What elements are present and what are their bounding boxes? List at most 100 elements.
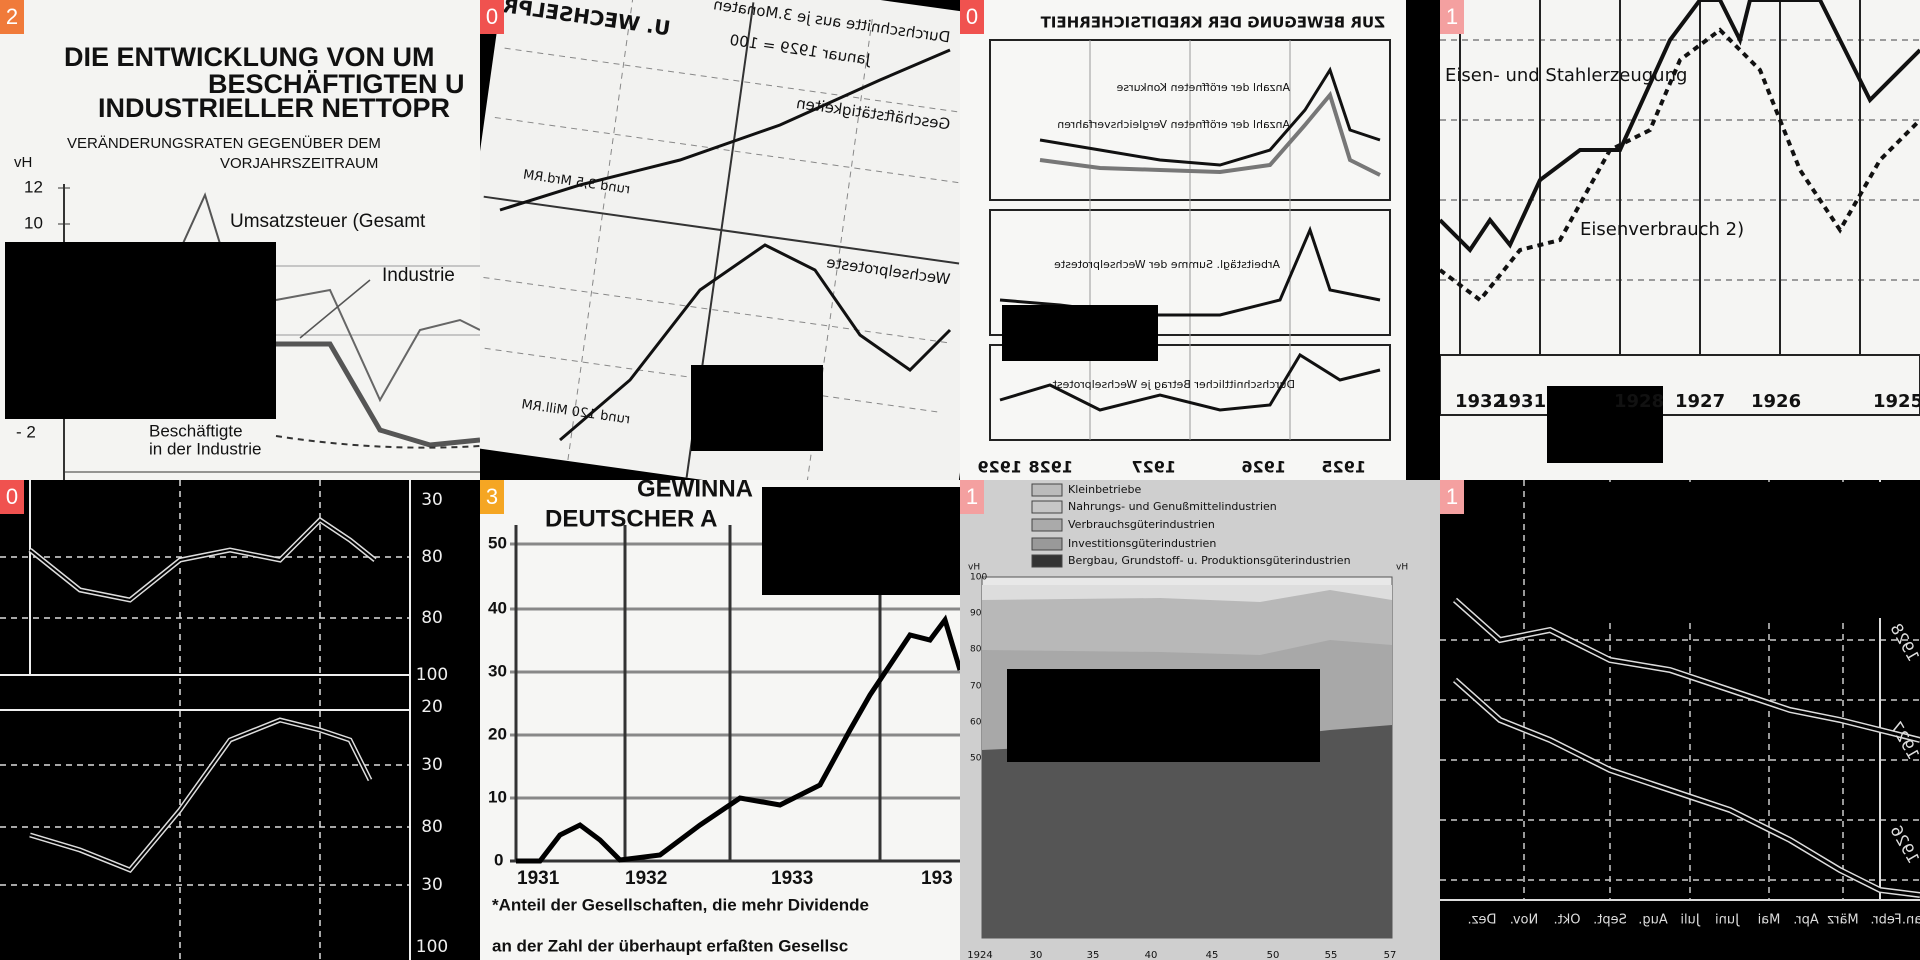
scan-text: 80 <box>421 817 443 837</box>
scan-text: März <box>1827 913 1859 928</box>
scan-text: 20 <box>421 697 443 717</box>
scan-text: Kleinbetriebe <box>1068 483 1141 496</box>
scan-text: VERÄNDERUNGSRATEN GEGENÜBER DEM <box>67 134 381 152</box>
scan-text: 1931 <box>1496 391 1546 412</box>
scan-text: 50 <box>970 754 982 764</box>
scan-text: Nahrungs- und Genußmittelindustrien <box>1068 500 1277 513</box>
scan-text: Apr. <box>1793 913 1818 928</box>
scan-text: 80 <box>970 645 982 655</box>
scan-text: an der Zahl der überhaupt erfaßten Gesel… <box>492 936 848 955</box>
scan-text: Jan. <box>1902 913 1920 928</box>
scan-text: 30 <box>421 875 443 895</box>
tile[interactable]: Eisen- und Stahlerzeugung Eisenverbrauch … <box>1440 0 1920 480</box>
badge <box>0 480 24 514</box>
scan-text: Verbrauchsgüterindustrien <box>1068 518 1215 531</box>
badge <box>960 0 984 34</box>
scan-text: 40 <box>488 598 507 617</box>
scan-text: 0 <box>494 850 503 869</box>
scan-text: 1928 <box>1614 391 1664 412</box>
scan-text: 30 <box>421 755 443 775</box>
scan-text: Beschäftigte <box>149 421 243 440</box>
scan-text: Anzahl der eröffneten Vergleichsverfahre… <box>1057 118 1290 131</box>
scan-text: 12 <box>24 177 43 196</box>
scan-text: Febr. <box>1870 913 1901 928</box>
scan-text: 1931 <box>517 868 560 889</box>
scan-text: 100 <box>416 937 448 957</box>
scan-text: 10 <box>24 213 43 232</box>
badge <box>480 0 504 34</box>
scan-text: 1932 <box>625 868 667 889</box>
badge-label: 2 <box>6 4 18 29</box>
tile[interactable]: 30 80 80 100 20 30 80 30 100 0 <box>0 480 480 960</box>
scan-text: Juni <box>1715 913 1740 928</box>
scan-text: 193 <box>921 868 953 889</box>
scan-text: vH <box>14 154 32 171</box>
scan-text: Industrie <box>382 265 455 286</box>
badge <box>480 480 504 514</box>
scan-text: Mai <box>1758 913 1781 928</box>
scan-text: 10 <box>488 787 507 806</box>
scan-text: *Anteil der Gesellschaften, die mehr Div… <box>492 895 869 914</box>
badge <box>0 0 24 34</box>
scan-text: 100 <box>970 573 987 583</box>
scan-text: Eisen- und Stahlerzeugung <box>1445 65 1687 86</box>
badge <box>1440 0 1464 34</box>
scan-text: INDUSTRIELLER NETTOPR <box>98 93 450 123</box>
scan-text: Dez. <box>1468 913 1497 928</box>
scan-text: 60 <box>970 718 982 728</box>
scan-text: 1924 <box>967 950 992 960</box>
badge-label: 0 <box>966 4 978 29</box>
badge <box>960 480 984 514</box>
scan-text: Sept. <box>1593 913 1627 928</box>
badge-label: 3 <box>486 484 498 509</box>
scan-text: 1927 <box>1675 391 1725 412</box>
scan-text: vH <box>968 563 980 573</box>
scan-text: - 2 <box>16 422 36 441</box>
scan-text: Arbeitstägl. Summe der Wechselproteste <box>1054 258 1280 271</box>
scan-text: 1933 <box>771 868 813 889</box>
tile[interactable]: GEWINNA DEUTSCHER A 50 40 30 20 10 0 1931 1932 193… <box>480 480 960 960</box>
badge-label: 0 <box>6 484 18 509</box>
scan-text: DEUTSCHER A <box>545 505 717 532</box>
scan-text: 1925 <box>1873 391 1920 412</box>
badge <box>1440 480 1464 514</box>
scan-text: in der Industrie <box>149 439 261 458</box>
scan-text: 30 <box>488 661 507 680</box>
scan-text: 1932 <box>1455 391 1505 412</box>
scan-text: Aug. <box>1638 913 1668 928</box>
scan-text: ZUR BEWEGUNG DER KREDITSICHERHEIT <box>1040 14 1385 32</box>
scan-text: 1928 <box>1028 458 1073 477</box>
scan-text: GEWINNA <box>637 480 753 502</box>
scan-text: 35 <box>1087 950 1100 960</box>
scan-text: Nov. <box>1510 913 1539 928</box>
scan-text: 50 <box>1267 950 1280 960</box>
badge-label: 0 <box>486 4 498 29</box>
scan-text: Umsatzsteuer (Gesamt <box>230 211 426 232</box>
scan-text: Anzahl der eröffneten Konkurse <box>1116 81 1290 94</box>
scan-text: 45 <box>1206 950 1219 960</box>
scan-text: 50 <box>488 533 507 552</box>
scan-text: BESCHÄFTIGTEN U <box>208 69 465 99</box>
scan-text: 55 <box>1325 950 1338 960</box>
scan-text: Eisenverbrauch 2) <box>1580 219 1744 240</box>
scan-text: vH <box>1396 563 1408 573</box>
tile[interactable]: U. WECHSELPROTESTE Durchschnitte aus je 3… <box>480 0 960 480</box>
scan-text: Okt. <box>1554 913 1581 928</box>
scan-text: 40 <box>1145 950 1158 960</box>
scan-text: Bergbau, Grundstoff- u. Produktionsgüter… <box>1068 554 1351 567</box>
scan-text: 1925 <box>1321 458 1366 477</box>
tile[interactable]: ZUR BEWEGUNG DER KREDITSICHERHEIT Anzahl … <box>960 0 1440 480</box>
scan-text: 1927 <box>1131 458 1176 477</box>
scan-text: 80 <box>421 608 443 628</box>
scan-text: Durchschnittlicher Betrag je Wechselprot… <box>1052 378 1295 391</box>
tile[interactable]: Kleinbetriebe Nahrungs- und Genußmittelin… <box>960 480 1440 960</box>
scan-text: Investitionsgüterindustrien <box>1068 537 1216 550</box>
scan-text: 70 <box>970 682 982 692</box>
scan-text: 1926 <box>1241 458 1286 477</box>
badge-label: 1 <box>1446 484 1458 509</box>
scan-text: VORJAHRSZEITRAUM <box>220 155 378 172</box>
scan-text: 1929 <box>977 458 1022 477</box>
